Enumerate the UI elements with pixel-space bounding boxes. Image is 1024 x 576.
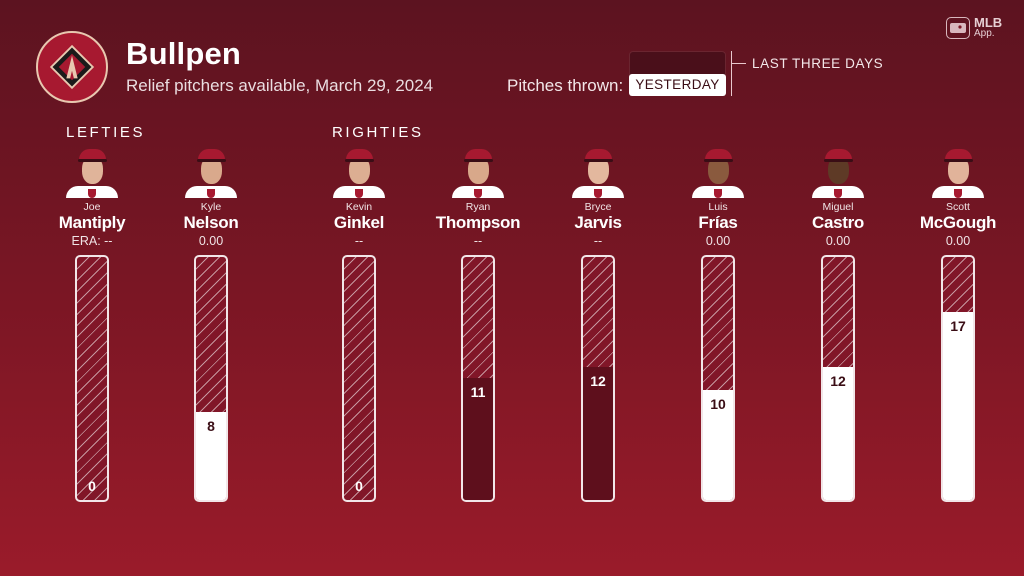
pitcher-last-name: Ginkel	[333, 213, 385, 232]
pitcher-last-name: Castro	[811, 213, 865, 232]
mlb-brand: MLB	[974, 15, 1003, 30]
pitcher-card: Scott McGough 0.00	[898, 146, 1018, 249]
pitcher-era: 0.00	[945, 234, 971, 248]
pitcher-card: Miguel Castro 0.00	[778, 146, 898, 249]
pitch-count-bar: 17	[941, 255, 975, 502]
group-label-lefties: LEFTIES	[66, 124, 146, 141]
diamondbacks-logo-icon	[36, 31, 108, 103]
pitcher-card: Ryan Thompson --	[418, 146, 538, 249]
legend-bracket	[731, 51, 732, 96]
group-label-righties: RIGHTIES	[332, 124, 424, 141]
legend-label: Pitches thrown:	[507, 76, 624, 95]
pitch-count-bar: 0	[342, 255, 376, 502]
pitch-count-label: 12	[590, 373, 606, 389]
pitcher-last-name: Nelson	[183, 213, 239, 232]
pitch-count-label: 10	[710, 396, 726, 412]
pitcher-first-name: Scott	[946, 201, 970, 213]
player-headshot	[452, 146, 504, 198]
pitcher-era: 0.00	[198, 234, 224, 248]
mlb-logo-icon	[946, 17, 970, 39]
legend-three-days-swatch	[629, 51, 726, 75]
pitch-count-fill	[823, 367, 853, 500]
pitcher-last-name: Thompson	[435, 213, 521, 232]
legend-yesterday-swatch: YESTERDAY	[629, 74, 726, 96]
pitcher-first-name: Joe	[83, 201, 101, 213]
mlb-brand-sub: App.	[974, 28, 995, 39]
pitcher-last-name: Jarvis	[574, 213, 622, 232]
player-headshot	[66, 146, 118, 198]
pitcher-era: --	[473, 234, 483, 248]
pitcher-first-name: Ryan	[465, 201, 491, 213]
pitch-count-fill	[463, 378, 493, 500]
pitch-count-bar: 11	[461, 255, 495, 502]
pitch-count-fill	[703, 390, 733, 500]
page-title: Bullpen	[126, 36, 242, 71]
legend-bracket-tick	[732, 63, 746, 64]
pitcher-last-name: McGough	[919, 213, 997, 232]
pitch-count-label: 0	[88, 478, 96, 494]
pitcher-last-name: Frías	[698, 213, 738, 232]
pitch-count-bar: 12	[821, 255, 855, 502]
pitch-count-bar: 12	[581, 255, 615, 502]
page-subtitle: Relief pitchers available, March 29, 202…	[126, 76, 434, 95]
legend-last-three-days: LAST THREE DAYS	[752, 56, 884, 71]
pitch-count-label: 12	[830, 373, 846, 389]
pitch-count-label: 17	[950, 318, 966, 334]
pitcher-first-name: Luis	[708, 201, 728, 213]
player-headshot	[572, 146, 624, 198]
pitcher-first-name: Bryce	[584, 201, 612, 213]
player-headshot	[333, 146, 385, 198]
pitcher-first-name: Kevin	[345, 201, 373, 213]
pitch-count-bar: 8	[194, 255, 228, 502]
pitch-count-label: 0	[355, 478, 363, 494]
pitch-count-bar: 10	[701, 255, 735, 502]
pitcher-first-name: Kyle	[200, 201, 222, 213]
pitcher-card: Bryce Jarvis --	[538, 146, 658, 249]
mlb-app-badge: MLB App.	[946, 15, 1003, 39]
pitcher-card: Kevin Ginkel --	[299, 146, 419, 249]
pitcher-first-name: Miguel	[822, 201, 854, 213]
pitcher-era: ERA: --	[71, 234, 113, 248]
pitcher-era: --	[593, 234, 603, 248]
player-headshot	[812, 146, 864, 198]
pitcher-card: Kyle Nelson 0.00	[151, 146, 271, 249]
pitch-count-label: 8	[207, 418, 215, 434]
pitch-count-fill	[943, 312, 973, 500]
pitcher-last-name: Mantiply	[58, 213, 126, 232]
pitch-count-label: 11	[470, 384, 486, 400]
player-headshot	[185, 146, 237, 198]
pitcher-card: Joe Mantiply ERA: --	[32, 146, 152, 249]
pitcher-era: 0.00	[825, 234, 851, 248]
pitch-count-bar: 0	[75, 255, 109, 502]
pitch-count-fill	[583, 367, 613, 500]
pitch-count-fill	[196, 412, 226, 500]
pitcher-card: Luis Frías 0.00	[658, 146, 778, 249]
pitcher-era: --	[354, 234, 364, 248]
player-headshot	[932, 146, 984, 198]
player-headshot	[692, 146, 744, 198]
pitcher-era: 0.00	[705, 234, 731, 248]
